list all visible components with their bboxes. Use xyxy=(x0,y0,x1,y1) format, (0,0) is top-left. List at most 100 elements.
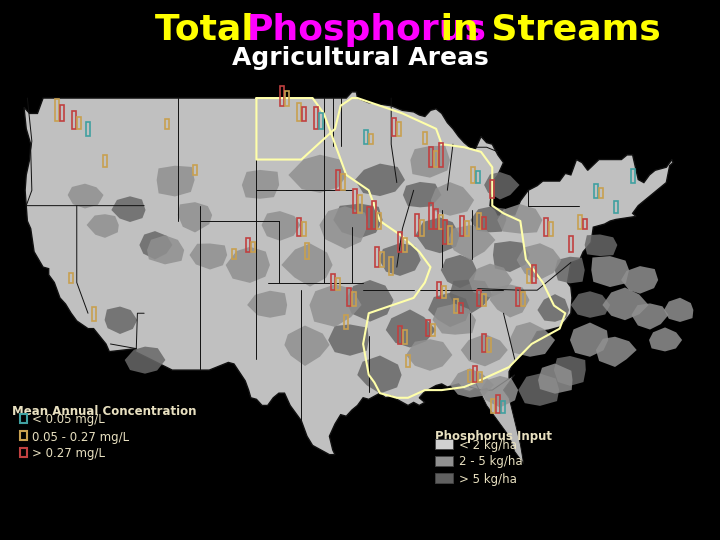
Polygon shape xyxy=(484,172,520,199)
Bar xyxy=(477,213,480,229)
Bar xyxy=(613,201,618,213)
Polygon shape xyxy=(189,244,227,269)
Polygon shape xyxy=(157,166,194,197)
Bar xyxy=(397,123,401,137)
Polygon shape xyxy=(493,241,529,272)
Polygon shape xyxy=(386,309,436,348)
Bar xyxy=(364,130,368,144)
Bar xyxy=(490,180,494,198)
Bar xyxy=(435,456,453,466)
Polygon shape xyxy=(112,197,145,222)
Bar xyxy=(297,103,301,121)
Text: < 0.05 mg/L: < 0.05 mg/L xyxy=(32,414,104,427)
Polygon shape xyxy=(631,303,668,329)
Bar xyxy=(377,213,382,229)
Bar xyxy=(420,220,424,237)
Bar xyxy=(406,355,410,367)
Bar xyxy=(434,208,438,229)
Bar xyxy=(367,207,372,229)
Text: > 0.27 mg/L: > 0.27 mg/L xyxy=(32,448,105,461)
Bar xyxy=(442,286,446,298)
Text: Phosphorus: Phosphorus xyxy=(247,13,487,47)
Polygon shape xyxy=(591,256,629,287)
Bar xyxy=(426,320,430,336)
Bar xyxy=(369,134,373,144)
Text: 2 - 5 kg/ha: 2 - 5 kg/ha xyxy=(459,456,523,469)
Bar xyxy=(501,401,505,413)
Bar xyxy=(549,222,553,237)
Text: > 5 kg/ha: > 5 kg/ha xyxy=(459,472,517,485)
Bar xyxy=(477,289,480,306)
Polygon shape xyxy=(379,243,420,276)
Polygon shape xyxy=(509,322,555,357)
Bar xyxy=(20,448,27,457)
Polygon shape xyxy=(178,202,212,232)
Bar xyxy=(375,247,379,267)
Bar xyxy=(403,238,407,252)
Polygon shape xyxy=(104,307,138,334)
Bar xyxy=(341,174,345,190)
Bar xyxy=(165,119,168,129)
Bar xyxy=(464,221,469,237)
Bar xyxy=(251,242,256,252)
Polygon shape xyxy=(320,206,368,249)
Bar xyxy=(532,265,536,282)
Bar xyxy=(631,168,634,183)
Bar xyxy=(344,315,348,329)
Bar xyxy=(482,217,485,229)
Bar xyxy=(482,334,486,352)
Polygon shape xyxy=(518,374,559,406)
Text: in Streams: in Streams xyxy=(428,13,661,47)
Polygon shape xyxy=(596,337,636,367)
Bar xyxy=(403,330,407,344)
Polygon shape xyxy=(480,376,518,408)
Bar xyxy=(600,188,603,198)
Polygon shape xyxy=(346,280,394,322)
Bar xyxy=(435,473,453,483)
Bar xyxy=(474,367,477,382)
Bar xyxy=(330,274,335,290)
Polygon shape xyxy=(333,204,382,238)
Polygon shape xyxy=(554,356,586,386)
Polygon shape xyxy=(140,231,172,259)
Polygon shape xyxy=(310,284,361,327)
Bar xyxy=(297,218,301,237)
Polygon shape xyxy=(357,355,402,394)
Bar xyxy=(577,215,582,229)
Polygon shape xyxy=(441,255,477,288)
Bar xyxy=(77,117,81,129)
Polygon shape xyxy=(225,247,270,283)
Bar xyxy=(454,299,458,313)
Bar xyxy=(482,294,485,306)
Bar xyxy=(392,118,396,137)
Bar xyxy=(516,288,520,306)
Polygon shape xyxy=(585,234,617,256)
Bar xyxy=(582,219,587,229)
Polygon shape xyxy=(469,264,513,298)
Polygon shape xyxy=(433,303,476,335)
Bar xyxy=(527,268,531,282)
Polygon shape xyxy=(415,218,460,253)
Polygon shape xyxy=(664,298,693,322)
Polygon shape xyxy=(470,207,506,232)
Polygon shape xyxy=(24,92,673,455)
Bar xyxy=(448,226,452,244)
Bar xyxy=(246,238,251,252)
Bar xyxy=(86,123,90,137)
Bar xyxy=(398,232,402,252)
Bar xyxy=(347,288,351,306)
Bar xyxy=(469,370,472,382)
Polygon shape xyxy=(403,182,441,207)
Text: Mean Annual Concentration: Mean Annual Concentration xyxy=(12,405,197,418)
Polygon shape xyxy=(431,182,474,215)
Polygon shape xyxy=(282,244,333,287)
Bar xyxy=(314,107,318,129)
Bar xyxy=(595,184,598,198)
Bar xyxy=(20,431,27,440)
Bar xyxy=(103,155,107,167)
Bar xyxy=(336,278,340,290)
Bar xyxy=(496,395,500,413)
Bar xyxy=(305,244,309,259)
Bar xyxy=(521,292,525,306)
Bar xyxy=(544,218,548,237)
